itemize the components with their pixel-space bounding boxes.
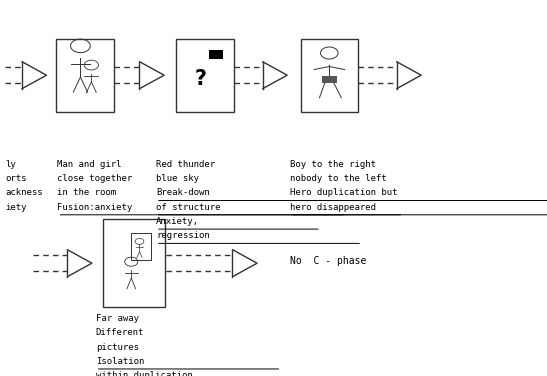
Text: iety: iety: [5, 203, 27, 212]
Bar: [176, 39, 234, 112]
Text: pictures: pictures: [96, 343, 139, 352]
Bar: [322, 76, 337, 83]
Bar: [56, 39, 114, 112]
Text: within duplication: within duplication: [96, 371, 193, 376]
Text: in the room: in the room: [57, 188, 117, 197]
Text: hero disappeared: hero disappeared: [290, 203, 376, 212]
Bar: [131, 233, 150, 259]
Text: Man and girl: Man and girl: [57, 160, 122, 169]
Text: Red thunder: Red thunder: [156, 160, 215, 169]
Text: Anxiety,: Anxiety,: [156, 217, 199, 226]
Text: close together: close together: [57, 174, 133, 183]
Text: ackness: ackness: [5, 188, 43, 197]
Text: No  C - phase: No C - phase: [290, 256, 366, 266]
Text: ?: ?: [195, 69, 207, 89]
Text: ly: ly: [5, 160, 16, 169]
Text: Far away: Far away: [96, 314, 139, 323]
Text: Boy to the right: Boy to the right: [290, 160, 376, 169]
Text: nobody to the left: nobody to the left: [290, 174, 387, 183]
Text: orts: orts: [5, 174, 27, 183]
Text: blue sky: blue sky: [156, 174, 199, 183]
Bar: [209, 50, 223, 59]
Text: Fusion:anxiety: Fusion:anxiety: [57, 203, 133, 212]
Bar: [301, 39, 358, 112]
Text: regression: regression: [156, 231, 210, 240]
Text: Break-down: Break-down: [156, 188, 210, 197]
Text: Different: Different: [96, 328, 144, 337]
Text: Hero duplication but: Hero duplication but: [290, 188, 398, 197]
Text: Isolation: Isolation: [96, 357, 144, 366]
Text: of structure: of structure: [156, 203, 220, 212]
Bar: [103, 219, 165, 308]
